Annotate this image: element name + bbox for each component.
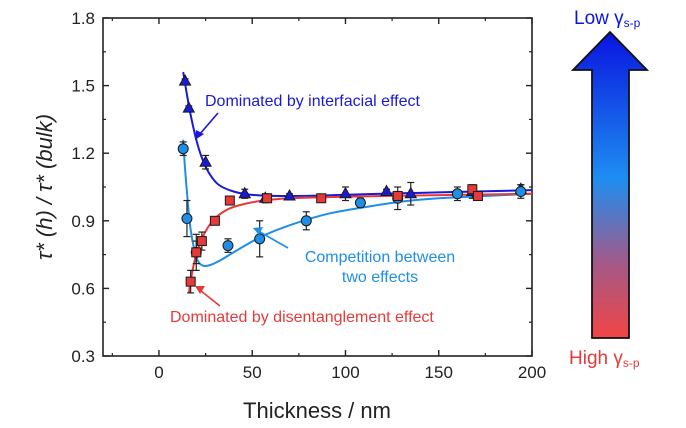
x-tick-label: 100: [331, 363, 359, 382]
axis-ticks: 0 50 100 150 200 0.3 0.6 0.9 1.2 1.5 1.8: [71, 9, 546, 382]
data-markers: [177, 74, 528, 287]
y-tick-label: 0.3: [71, 347, 95, 366]
fit-curve-competition: [182, 139, 533, 268]
x-tick-label: 0: [154, 363, 163, 382]
fit-curve-interfacial: [182, 71, 533, 198]
point-disentanglement: [472, 191, 483, 202]
point-interfacial: [238, 186, 252, 199]
point-disentanglement: [196, 236, 207, 247]
point-competition: [354, 197, 366, 209]
x-axis-title: Thickness / nm: [243, 398, 391, 423]
point-interfacial: [199, 155, 212, 167]
point-disentanglement: [185, 276, 196, 287]
point-competition: [177, 143, 189, 155]
annotation-disentanglement: Dominated by disentanglement effect: [170, 309, 434, 326]
x-tick-label: 150: [425, 363, 453, 382]
point-disentanglement: [191, 247, 202, 258]
point-competition: [181, 213, 193, 225]
annotation-disentanglement-arrowhead: [195, 286, 205, 294]
annotation-competition-arrowhead: [253, 227, 263, 235]
point-interfacial: [178, 74, 192, 86]
point-disentanglement: [209, 215, 220, 226]
point-competition: [222, 240, 234, 252]
x-tick-label: 50: [243, 363, 262, 382]
point-competition: [254, 233, 266, 245]
gamma-gradient-arrow: [570, 30, 650, 339]
gamma-high-label: High γs-p: [569, 348, 640, 370]
point-competition: [515, 186, 527, 198]
annotation-competition-line1: Competition between: [305, 249, 455, 266]
point-interfacial: [404, 186, 418, 199]
annotation-interfacial-arrow: [198, 112, 219, 136]
point-interfacial: [283, 188, 296, 201]
point-disentanglement: [467, 184, 478, 195]
point-interfacial: [182, 101, 196, 113]
point-competition: [451, 188, 463, 200]
point-interfacial: [380, 184, 393, 197]
point-disentanglement: [392, 191, 403, 202]
y-tick-label: 1.2: [71, 144, 95, 163]
point-disentanglement: [316, 193, 327, 204]
annotation-competition-line2: two effects: [342, 269, 418, 286]
y-tick-label: 1.8: [71, 9, 95, 28]
gamma-low-label: Low γs-p: [574, 8, 641, 30]
annotation-competition-arrow: [259, 231, 289, 249]
point-competition: [300, 215, 312, 227]
x-tick-label: 200: [518, 363, 546, 382]
y-tick-label: 1.5: [71, 77, 95, 96]
annotation-disentanglement-arrow: [200, 290, 221, 307]
y-axis-title: τ* (h) / τ* (bulk): [32, 114, 57, 260]
point-disentanglement: [224, 195, 235, 206]
y-tick-label: 0.6: [71, 279, 95, 298]
annotation-interfacial-arrowhead: [195, 130, 204, 140]
y-tick-label: 0.9: [71, 212, 95, 231]
point-disentanglement: [262, 193, 273, 204]
annotation-interfacial: Dominated by interfacial effect: [205, 93, 420, 110]
point-interfacial: [339, 186, 352, 199]
